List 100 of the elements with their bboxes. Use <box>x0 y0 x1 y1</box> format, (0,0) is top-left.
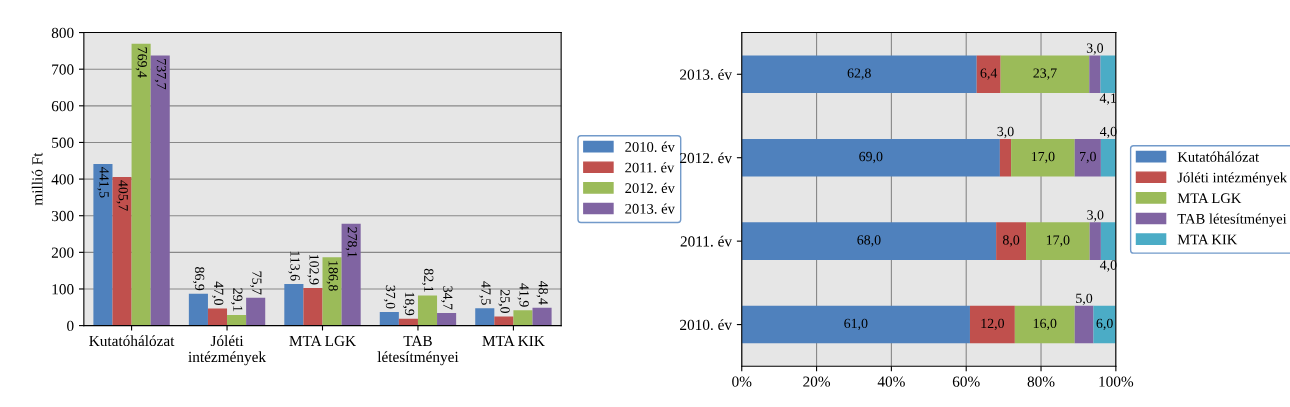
data-label: 6,4 <box>980 68 998 80</box>
y-tick-label: 300 <box>51 210 74 222</box>
data-label: 17,0 <box>1031 151 1055 164</box>
data-label: 18,9 <box>402 292 415 316</box>
data-label: 69,0 <box>859 151 883 164</box>
data-label: 61,0 <box>844 318 868 331</box>
bar <box>417 295 438 326</box>
x-tick-label: Kutatóhálózat <box>89 335 175 347</box>
bar <box>1074 305 1094 344</box>
data-label: 62,8 <box>847 68 871 80</box>
bar <box>494 316 514 326</box>
data-label: 47,5 <box>479 281 491 305</box>
data-label: 16,0 <box>1033 318 1057 331</box>
legend-label: 2011. év <box>625 162 675 173</box>
x-tick-label: 20% <box>803 376 831 387</box>
bar <box>1014 305 1075 344</box>
bar <box>1074 138 1101 177</box>
bar <box>532 307 552 326</box>
y-tick-label: 2012. év <box>680 152 733 164</box>
data-label: 278,1 <box>345 227 358 258</box>
bar <box>1011 138 1075 177</box>
x-tick-label: 80% <box>1027 376 1055 387</box>
legend-label: 2013. év <box>625 203 675 214</box>
x-tick-label: MTA LGK <box>289 335 356 347</box>
bar <box>1089 222 1101 260</box>
bar <box>741 305 970 344</box>
bar <box>1000 55 1090 94</box>
bar <box>999 138 1012 177</box>
data-label: 7,0 <box>1080 151 1096 164</box>
data-label: 75,7 <box>250 271 262 295</box>
y-tick-label: 2010. év <box>680 319 733 331</box>
bar <box>741 55 977 94</box>
y-tick-label: 200 <box>51 247 74 258</box>
x-tick-label: 40% <box>877 376 905 387</box>
data-label: 47,0 <box>212 281 224 305</box>
bar <box>112 176 132 326</box>
x-tick-label: TAB létesítményei <box>377 335 459 366</box>
bar <box>1089 55 1101 94</box>
data-label: 8,0 <box>1002 235 1020 247</box>
bar <box>227 314 247 326</box>
x-tick-label: 100% <box>1099 376 1134 387</box>
bar <box>741 138 1000 177</box>
y-tick-label: 100 <box>52 284 74 295</box>
bar <box>1100 55 1116 94</box>
bar <box>322 257 342 326</box>
data-label: 6,0 <box>1096 318 1113 331</box>
legend-label: MTA KIK <box>1177 234 1238 245</box>
data-label: 186,8 <box>326 261 338 291</box>
bar <box>475 308 495 326</box>
legend-label: 2012. év <box>625 182 675 194</box>
legend-label: TAB létesítményei <box>1177 213 1287 227</box>
data-label: 3,0 <box>1087 210 1104 222</box>
data-label: 41,9 <box>517 283 529 307</box>
legend-label: Jóléti intézmények <box>1177 172 1288 186</box>
bar <box>1100 222 1116 260</box>
data-label: 405,7 <box>116 180 128 211</box>
y-tick-label: 0 <box>67 320 74 332</box>
data-label: 25,0 <box>498 289 510 313</box>
x-tick-label: Jóléti intézmények <box>188 335 267 366</box>
bar <box>93 163 113 326</box>
bar <box>996 222 1027 260</box>
bar <box>207 308 228 326</box>
y-tick-label: 700 <box>52 64 74 75</box>
bar <box>976 55 1001 94</box>
y-axis-title: millió Ft <box>31 152 43 206</box>
data-label: 5,0 <box>1076 293 1093 306</box>
bar <box>1026 222 1090 260</box>
legend-label: 2010. év <box>625 141 675 152</box>
data-label: 29,1 <box>231 288 243 312</box>
x-tick-label: MTA KIK <box>482 335 545 346</box>
bar <box>1100 138 1116 177</box>
y-tick-label: 2011. év <box>680 235 733 247</box>
bar <box>246 297 266 326</box>
data-label: 17,0 <box>1046 235 1070 247</box>
data-label: 769,4 <box>135 47 147 78</box>
data-label: 3,0 <box>997 126 1014 139</box>
data-label: 12,0 <box>981 318 1005 331</box>
data-label: 68,0 <box>857 235 881 247</box>
data-label: 23,7 <box>1033 68 1057 80</box>
bar <box>969 305 1015 344</box>
bar <box>150 55 170 326</box>
x-tick-label: 0% <box>732 376 752 387</box>
bar <box>341 223 361 326</box>
data-label: 113,6 <box>288 251 300 281</box>
data-label: 37,0 <box>383 285 396 309</box>
bar <box>131 43 151 326</box>
data-label: 737,7 <box>154 59 167 90</box>
data-label: 48,4 <box>536 280 548 305</box>
data-label: 82,1 <box>422 268 434 292</box>
data-label: 441,5 <box>97 167 109 198</box>
data-label: 102,9 <box>307 254 319 285</box>
data-label: 86,9 <box>192 267 205 291</box>
y-tick-label: 800 <box>51 27 74 39</box>
data-label: 3,0 <box>1086 43 1104 55</box>
bar <box>303 287 323 326</box>
data-label: 34,7 <box>441 286 453 310</box>
bar <box>741 222 997 260</box>
bar <box>513 310 533 326</box>
bar <box>284 283 304 326</box>
bar <box>1093 305 1116 344</box>
